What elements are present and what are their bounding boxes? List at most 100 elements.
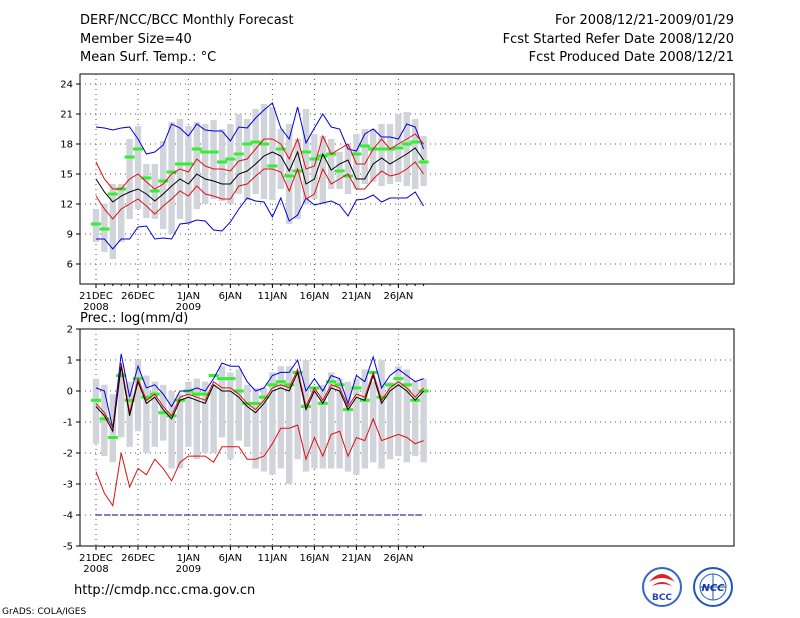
temp-spread-box [185, 126, 192, 224]
temp-spread-box [193, 122, 200, 209]
forecast-produced-label: Fcst Produced Date 2008/12/21 [529, 50, 734, 65]
temp-spread-box [210, 120, 217, 199]
prec-y-tick-label: 0 [67, 387, 73, 398]
forecast-started-label: Fcst Started Refer Date 2008/12/20 [503, 32, 734, 47]
temp-x-tick-label: 21JAN [341, 291, 371, 302]
temp-x-tick-label: 21DEC [79, 291, 113, 302]
temp-spread-box [227, 124, 234, 204]
prec-spread-box [143, 375, 150, 453]
prec-x-tick-label: 26JAN [383, 553, 413, 564]
prec-spread-box [361, 369, 368, 469]
source-url-link[interactable]: http://cmdp.ncc.cma.gov.cn [74, 583, 255, 598]
prec-spread-box [101, 384, 108, 457]
temp-x-tick-label: 26DEC [121, 291, 155, 302]
prec-y-tick-label: -4 [63, 511, 73, 522]
prec-x-tick-label: 21JAN [341, 553, 371, 564]
prec-spread-box [286, 366, 293, 484]
prec-spread-box [269, 372, 276, 475]
prec-spread-box [294, 372, 301, 460]
bcc-logo-text: BCC [652, 593, 672, 603]
prec-outer-upper-line [95, 353, 424, 429]
prec-spread-box [378, 360, 385, 469]
temp-outer-upper-line [95, 102, 425, 155]
prec-spread-box [185, 381, 192, 447]
prec-spread-box [302, 360, 310, 472]
variable-label: Mean Surf. Temp.: °C [80, 50, 216, 65]
prec-spread-box [344, 381, 352, 472]
temp-y-tick-label: 21 [60, 110, 73, 121]
temp-spread-box [386, 124, 394, 184]
prec-x-tick-label: 21DEC [79, 553, 113, 564]
prec-spread-box [386, 381, 394, 460]
prec-spread-box [193, 378, 200, 460]
prec-spread-box [244, 384, 251, 447]
prec-spread-box [403, 369, 410, 463]
temp-spread-box [269, 107, 276, 200]
temp-x-tick-label: 26JAN [383, 291, 413, 302]
temp-x-tick-year-label: 2009 [176, 302, 201, 313]
temp-spread-box [353, 134, 360, 189]
temp-spread-box [109, 184, 116, 259]
temp-outer-lower-line [96, 191, 425, 250]
prec-spread-box [134, 360, 142, 432]
prec-x-tick-label: 1JAN [177, 553, 200, 564]
temp-spread-box [344, 144, 352, 194]
prec-spread-box [328, 372, 335, 469]
temp-spread-box [328, 139, 335, 189]
temp-mean-line [95, 147, 425, 203]
temp-y-tick-label: 24 [60, 80, 73, 91]
temp-spread-box [134, 126, 142, 209]
prec-y-tick-label: -1 [63, 418, 73, 429]
temp-x-tick-label: 6JAN [219, 291, 242, 302]
prec-x-tick-label: 6JAN [219, 553, 242, 564]
temp-spread-box [277, 129, 284, 189]
prec-spread-box [395, 366, 402, 457]
temp-spread-box [302, 109, 310, 204]
prec-x-tick-label: 11JAN [257, 553, 287, 564]
prec-spread-box [420, 378, 427, 463]
prec-spread-box [210, 384, 217, 453]
grads-credit: GrADS: COLA/IGES [2, 607, 86, 617]
prec-spread-box [176, 394, 184, 469]
prec-x-tick-year-label: 2009 [176, 564, 201, 575]
temp-spread-box [218, 129, 226, 201]
temp-spread-box [412, 119, 419, 189]
prec-spread-box [218, 366, 226, 438]
prec-spread-box [151, 381, 158, 447]
temp-spread-box [160, 141, 167, 229]
temp-y-tick-label: 15 [60, 170, 73, 181]
prec-spread-box [336, 378, 343, 469]
ncc-logo-text: NCC [701, 583, 725, 594]
temp-inner-lower-line [95, 161, 425, 220]
prec-inner-lower-line [95, 417, 424, 508]
prec-x-tick-label: 16JAN [299, 553, 329, 564]
prec-y-tick-label: -5 [63, 542, 73, 553]
prec-spread-box [311, 387, 318, 469]
prec-y-tick-label: -2 [63, 449, 73, 460]
prec-spread-box [252, 387, 259, 469]
chart-title: DERF/NCC/BCC Monthly Forecast [80, 13, 294, 28]
prec-spread-box [235, 369, 242, 441]
prec-x-tick-label: 26DEC [121, 553, 155, 564]
temp-spread-box [260, 104, 268, 199]
temp-spread-box [202, 124, 209, 204]
temp-spread-box [294, 139, 301, 219]
temp-x-tick-label: 16JAN [299, 291, 329, 302]
prec-y-tick-label: 2 [67, 325, 73, 336]
temp-spread-box [361, 129, 368, 184]
temp-y-tick-label: 18 [60, 140, 73, 151]
precip-panel-title: Prec.: log(mm/d) [80, 311, 188, 326]
prec-x-tick-year-label: 2008 [83, 564, 108, 575]
prec-spread-box [92, 378, 100, 444]
temp-y-tick-label: 12 [60, 200, 73, 211]
prec-spread-box [202, 381, 209, 453]
temp-spread-box [143, 164, 150, 218]
temp-y-tick-label: 6 [67, 260, 73, 271]
temp-spread-box [370, 129, 377, 182]
bcc-logo-icon: BCC [642, 567, 682, 607]
member-size-label: Member Size=40 [80, 32, 192, 47]
prec-y-tick-label: -3 [63, 480, 73, 491]
temp-inner-upper-line [95, 133, 424, 190]
temp-spread-box [118, 184, 125, 242]
